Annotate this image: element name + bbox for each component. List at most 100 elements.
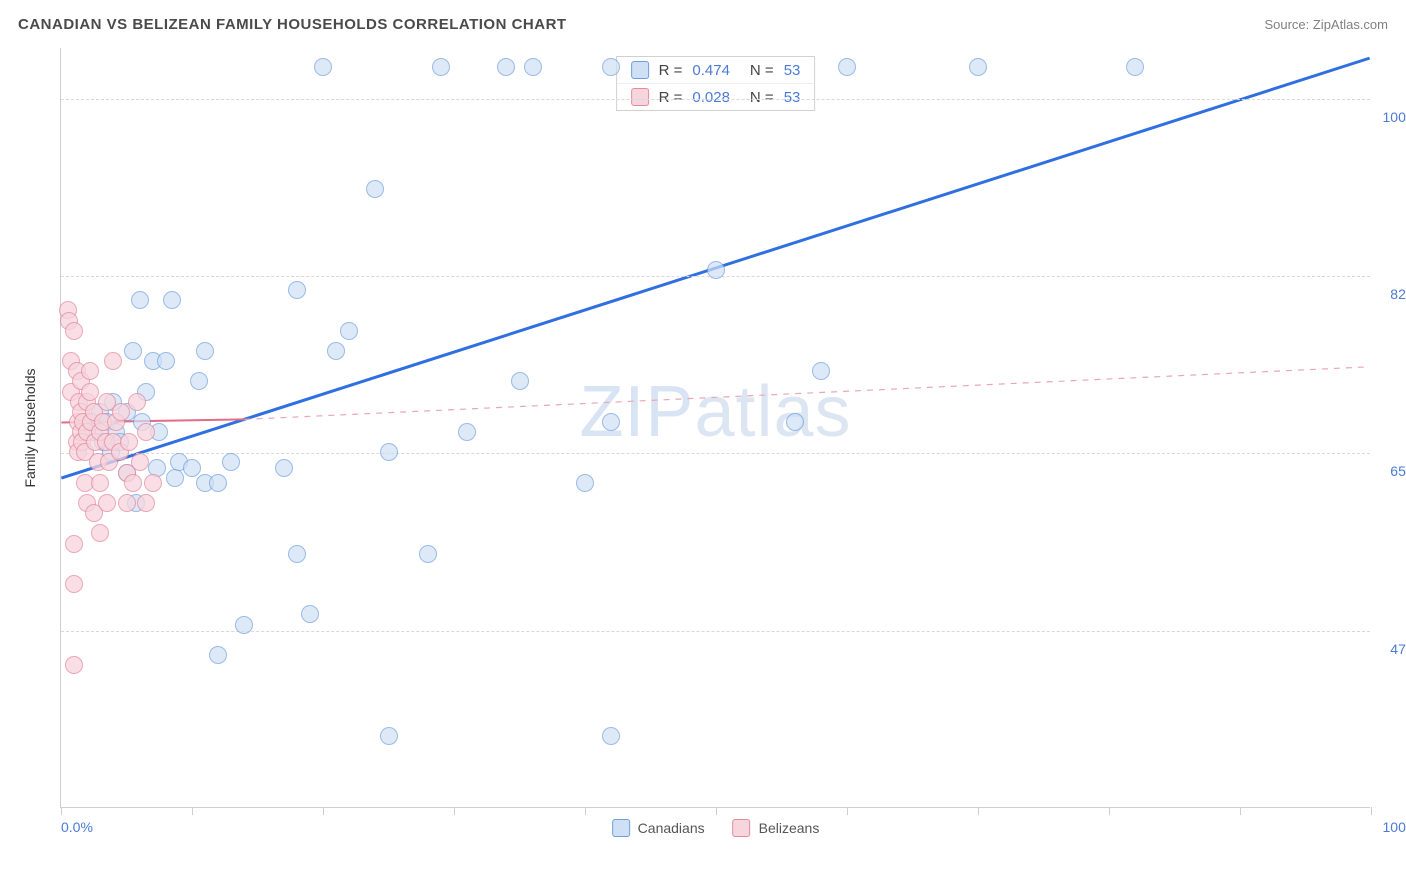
stat-r-value: 0.028 [692,89,730,106]
plot-area: ZIPatlas R =0.474N =53R =0.028N =53 0.0%… [60,48,1370,808]
source-link[interactable]: ZipAtlas.com [1313,17,1388,32]
data-point [131,291,149,309]
data-point [91,474,109,492]
watermark: ZIPatlas [579,371,851,453]
legend-item: Canadians [612,819,705,837]
plot-wrap: Family Households ZIPatlas R =0.474N =53… [40,48,1370,808]
x-tick [323,807,324,815]
data-point [128,393,146,411]
x-tick [1371,807,1372,815]
data-point [144,474,162,492]
legend-bottom: Canadians Belizeans [612,819,820,837]
stats-row: R = 0.474 N = 53 [617,57,815,83]
legend-swatch [631,61,649,79]
chart-header: CANADIAN VS BELIZEAN FAMILY HOUSEHOLDS C… [18,16,1388,33]
legend-swatch [733,819,751,837]
data-point [98,494,116,512]
chart-source: Source: ZipAtlas.com [1264,17,1388,32]
data-point [65,535,83,553]
data-point [707,261,725,279]
data-point [497,58,515,76]
data-point [235,616,253,634]
data-point [340,322,358,340]
data-point [432,58,450,76]
data-point [602,413,620,431]
data-point [131,453,149,471]
x-max-label: 100.0% [1383,819,1406,835]
data-point [314,58,332,76]
data-point [786,413,804,431]
x-tick [1240,807,1241,815]
data-point [196,342,214,360]
data-point [969,58,987,76]
data-point [91,524,109,542]
chart-title: CANADIAN VS BELIZEAN FAMILY HOUSEHOLDS C… [18,16,567,33]
legend-label: Canadians [638,820,705,836]
data-point [120,433,138,451]
data-point [576,474,594,492]
data-point [137,423,155,441]
stat-r-value: 0.474 [692,62,730,79]
stat-n-value: 53 [784,62,801,79]
y-tick-label: 82.5% [1390,286,1406,302]
data-point [288,545,306,563]
data-point [602,58,620,76]
data-point [812,362,830,380]
legend-swatch [631,88,649,106]
legend-swatch [612,819,630,837]
data-point [81,383,99,401]
data-point [124,342,142,360]
data-point [65,322,83,340]
data-point [112,403,130,421]
data-point [190,372,208,390]
data-point [118,494,136,512]
gridline [61,453,1370,454]
data-point [222,453,240,471]
data-point [275,459,293,477]
x-tick [847,807,848,815]
source-prefix: Source: [1264,17,1312,32]
data-point [380,443,398,461]
data-point [511,372,529,390]
data-point [166,469,184,487]
data-point [163,291,181,309]
stats-legend-box: R =0.474N =53R =0.028N =53 [616,56,816,111]
data-point [419,545,437,563]
data-point [366,180,384,198]
stat-n-label: N = [750,89,774,106]
data-point [380,727,398,745]
x-min-label: 0.0% [61,819,93,835]
stat-r-label: R = [659,62,683,79]
data-point [137,494,155,512]
data-point [524,58,542,76]
trend-lines [61,48,1370,807]
data-point [157,352,175,370]
legend-label: Belizeans [759,820,820,836]
data-point [458,423,476,441]
x-tick [454,807,455,815]
x-tick [192,807,193,815]
data-point [124,474,142,492]
x-tick [585,807,586,815]
data-point [65,656,83,674]
data-point [209,474,227,492]
x-tick [716,807,717,815]
data-point [104,352,122,370]
y-tick-label: 47.5% [1390,641,1406,657]
x-tick [978,807,979,815]
y-tick-label: 65.0% [1390,463,1406,479]
data-point [81,362,99,380]
data-point [288,281,306,299]
data-point [301,605,319,623]
gridline [61,631,1370,632]
x-tick [1109,807,1110,815]
legend-item: Belizeans [733,819,820,837]
x-tick [61,807,62,815]
gridline [61,99,1370,100]
stat-r-label: R = [659,89,683,106]
data-point [209,646,227,664]
data-point [602,727,620,745]
y-axis-label: Family Households [22,368,38,487]
data-point [183,459,201,477]
stat-n-label: N = [750,62,774,79]
